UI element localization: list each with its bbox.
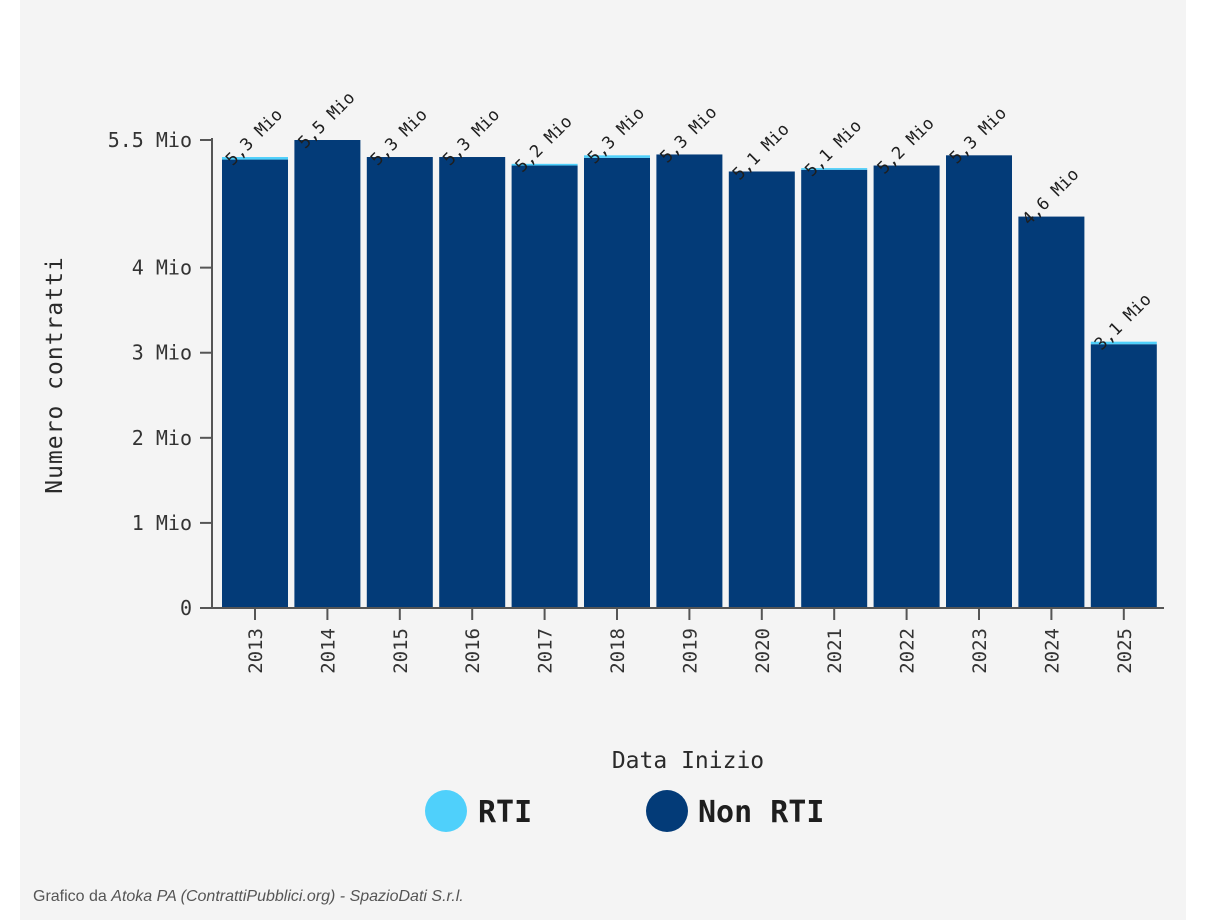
caption-prefix: Grafico da	[33, 888, 112, 905]
x-tick-label-2025: 2025	[1114, 628, 1136, 674]
x-axis: 2013 2014 2015 2016 2017 2018 2019 2020 2021 2022…	[212, 607, 1164, 674]
x-tick-label-2018: 2018	[607, 628, 629, 674]
bar-nonrti-2022	[873, 165, 940, 608]
legend-label-non-rti: Non RTI	[698, 795, 824, 830]
y-tick-label: 3 Mio	[132, 341, 192, 365]
bar-nonrti-2025	[1090, 344, 1157, 608]
x-tick-label-2017: 2017	[535, 628, 557, 674]
bar-rti-2017	[511, 163, 578, 166]
legend-marker-rti	[425, 790, 467, 832]
y-tick-label: 4 Mio	[132, 256, 192, 280]
x-tick-label-2019: 2019	[679, 628, 701, 674]
y-axis-title: Numero contratti	[42, 256, 68, 494]
y-tick-label: 2 Mio	[132, 426, 192, 450]
x-tick-label-2024: 2024	[1041, 628, 1063, 674]
x-tick-label-2022: 2022	[897, 628, 919, 674]
y-tick-label: 0	[180, 596, 192, 620]
y-tick-label: 5.5 Mio	[108, 128, 192, 152]
x-tick-label-2013: 2013	[245, 628, 267, 674]
bar-nonrti-2023	[946, 155, 1012, 609]
bar-nonrti-2020	[728, 171, 795, 608]
bar-nonrti-2013	[222, 159, 288, 608]
bar-rti-2021	[801, 168, 868, 170]
bar-rti-2018	[584, 155, 650, 158]
bar-nonrti-2018	[584, 157, 650, 609]
x-tick-label-2014: 2014	[317, 628, 339, 674]
bar-rti-2025	[1090, 341, 1157, 345]
bar-nonrti-2017	[511, 165, 578, 608]
legend: RTI Non RTI	[425, 790, 824, 832]
bar-nonrti-2019	[656, 154, 723, 608]
x-tick-label-2015: 2015	[390, 628, 412, 674]
legend-marker-non-rti	[646, 790, 688, 832]
x-tick-label-2016: 2016	[462, 628, 484, 674]
bar-nonrti-2015	[366, 157, 433, 608]
y-tick-label: 1 Mio	[132, 511, 192, 535]
bar-rti-2013	[222, 157, 288, 160]
x-tick-label-2023: 2023	[969, 628, 991, 674]
x-tick-label-2020: 2020	[752, 628, 774, 674]
bar-nonrti-2016	[439, 157, 506, 608]
y-axis: 0 1 Mio 2 Mio 3 Mio 4 Mio 5.5 Mio	[108, 128, 213, 620]
source-caption: Grafico da Atoka PA (ContrattiPubblici.o…	[33, 888, 464, 906]
bar-nonrti-2021	[801, 169, 868, 609]
bar-nonrti-2024	[1018, 216, 1085, 608]
legend-label-rti: RTI	[478, 795, 532, 830]
x-tick-label-2021: 2021	[824, 628, 846, 674]
x-axis-title: Data Inizio	[612, 748, 764, 774]
bar-nonrti-2014	[294, 140, 361, 608]
bars-group	[222, 140, 1157, 609]
caption-source: Atoka PA (ContrattiPubblici.org) - Spazi…	[111, 888, 464, 905]
